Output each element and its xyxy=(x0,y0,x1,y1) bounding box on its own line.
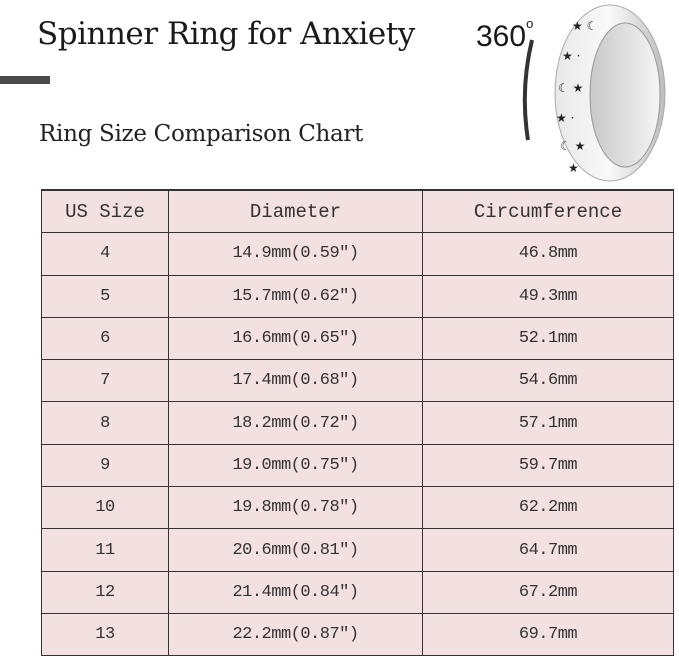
table-cell: 21.4mm(0.84″) xyxy=(168,570,423,614)
svg-text:★: ★ xyxy=(568,161,579,175)
svg-text:★ ☾: ★ ☾ xyxy=(572,19,597,33)
table-cell: 6 xyxy=(41,316,169,361)
table-cell: 4 xyxy=(41,232,169,276)
table-row: 10 19.8mm(0.78″) 62.2mm xyxy=(41,486,674,530)
ring-image: ★ ☾ ★ · ☾ ★ ★ · ☾ ★ ★ xyxy=(522,4,666,182)
column-header: Diameter xyxy=(168,189,423,234)
table-cell: 13 xyxy=(41,612,169,657)
table-row: 5 15.7mm(0.62″) 49.3mm xyxy=(41,274,674,318)
table-cell: 64.7mm xyxy=(422,528,674,572)
rotation-label: 360o xyxy=(476,16,533,54)
table-cell: 57.1mm xyxy=(422,401,674,445)
table-cell: 69.7mm xyxy=(422,612,674,657)
table-row: 9 19.0mm(0.75″) 59.7mm xyxy=(41,443,674,488)
table-cell: 11 xyxy=(41,528,169,572)
table-row: 12 21.4mm(0.84″) 67.2mm xyxy=(41,570,674,614)
table-row: 7 17.4mm(0.68″) 54.6mm xyxy=(41,359,674,403)
svg-text:★ ·: ★ · xyxy=(556,111,574,125)
table-cell: 52.1mm xyxy=(422,316,674,361)
svg-text:☾ ★: ☾ ★ xyxy=(560,139,585,153)
table-cell: 12 xyxy=(41,570,169,614)
table-cell: 15.7mm(0.62″) xyxy=(168,274,423,318)
table-row: 13 22.2mm(0.87″) 69.7mm xyxy=(41,612,674,657)
table-cell: 5 xyxy=(41,274,169,318)
table-cell: 10 xyxy=(41,486,169,530)
table-row: 8 18.2mm(0.72″) 57.1mm xyxy=(41,401,674,445)
table-row: 11 20.6mm(0.81″) 64.7mm xyxy=(41,528,674,572)
column-header: US Size xyxy=(41,189,169,234)
table-cell: 17.4mm(0.68″) xyxy=(168,359,423,403)
table-cell: 20.6mm(0.81″) xyxy=(168,528,423,572)
table-cell: 46.8mm xyxy=(422,232,674,276)
table-cell: 22.2mm(0.87″) xyxy=(168,612,423,657)
table-cell: 9 xyxy=(41,443,169,488)
table-header-row: US Size Diameter Circumference xyxy=(41,189,674,234)
svg-text:☾ ★: ☾ ★ xyxy=(558,81,583,95)
svg-text:★ ·: ★ · xyxy=(562,49,580,63)
table-row: 6 16.6mm(0.65″) 52.1mm xyxy=(41,316,674,361)
table-cell: 19.8mm(0.78″) xyxy=(168,486,423,530)
table-cell: 16.6mm(0.65″) xyxy=(168,316,423,361)
table-cell: 18.2mm(0.72″) xyxy=(168,401,423,445)
page-title: Spinner Ring for Anxiety xyxy=(37,16,415,52)
table-cell: 67.2mm xyxy=(422,570,674,614)
table-cell: 54.6mm xyxy=(422,359,674,403)
table-cell: 8 xyxy=(41,401,169,445)
column-header: Circumference xyxy=(422,189,674,234)
chart-subtitle: Ring Size Comparison Chart xyxy=(39,121,364,147)
accent-bar xyxy=(0,76,50,84)
table-cell: 19.0mm(0.75″) xyxy=(168,443,423,488)
table-cell: 7 xyxy=(41,359,169,403)
table-cell: 62.2mm xyxy=(422,486,674,530)
table-cell: 14.9mm(0.59″) xyxy=(168,232,423,276)
rotation-value: 360 xyxy=(476,20,527,53)
table-cell: 49.3mm xyxy=(422,274,674,318)
degree-symbol: o xyxy=(526,16,534,31)
table-row: 4 14.9mm(0.59″) 46.8mm xyxy=(41,232,674,276)
table-cell: 59.7mm xyxy=(422,443,674,488)
ring-size-table: US Size Diameter Circumference 4 14.9mm(0… xyxy=(41,189,674,657)
